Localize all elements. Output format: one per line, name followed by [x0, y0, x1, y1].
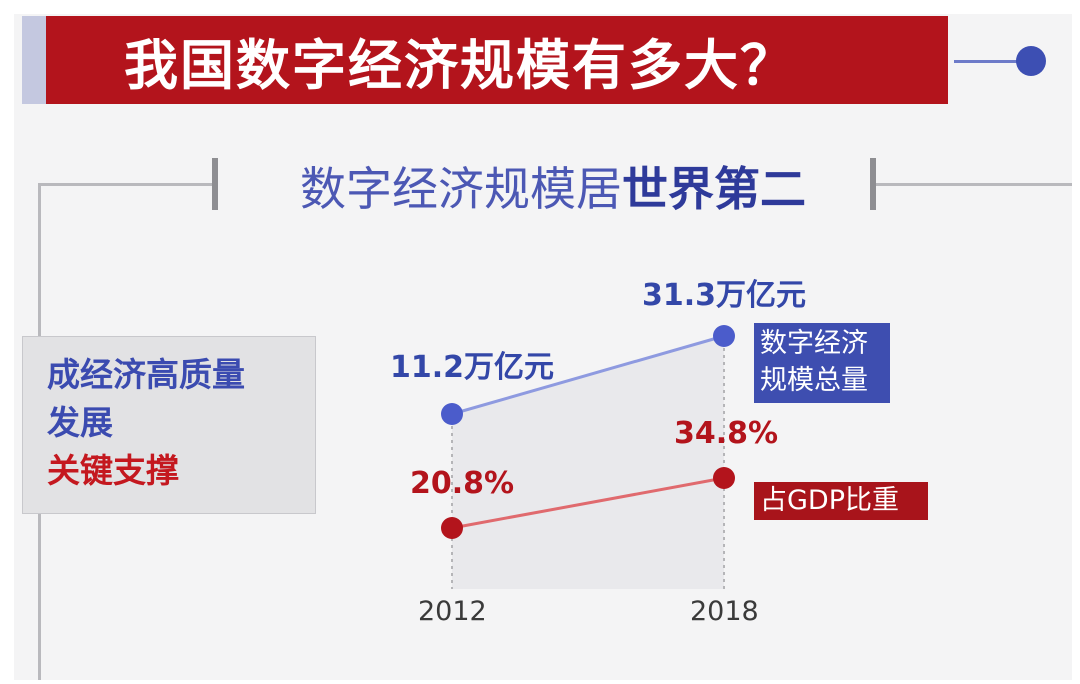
data-point-digital-economy-2012: [441, 403, 463, 425]
chart-band-area: [452, 336, 724, 589]
series-line-digital-economy: [451, 334, 725, 416]
data-label-digital-economy-2018: 31.3万亿元: [642, 278, 807, 313]
side-note-line-1: 成经济高质量: [47, 355, 245, 394]
legend-tag-digital-economy: 数字经济规模总量: [754, 323, 890, 403]
frame-line-top-left: [38, 183, 214, 186]
infographic-page: 我国数字经济规模有多大？ 数字经济规模居 世界第二 成经济高质量 发展 关键支撑 …: [14, 14, 1072, 680]
section-subtitle: 数字经济规模居 世界第二: [236, 154, 870, 218]
page-title: 我国数字经济规模有多大？: [46, 16, 948, 104]
side-note-line-2: 发展: [47, 403, 113, 442]
side-note-line-3: 关键支撑: [47, 451, 179, 490]
x-tick-label-2012: 2012: [418, 596, 487, 627]
series-line-gdp-share: [451, 476, 725, 530]
data-point-gdp-share-2018: [713, 467, 735, 489]
data-label-gdp-share-2018: 34.8%: [674, 416, 779, 451]
data-label-digital-economy-2012: 11.2万亿元: [390, 350, 555, 385]
data-point-digital-economy-2018: [713, 325, 735, 347]
subtitle-bracket-left: [212, 158, 218, 210]
x-tick-label-2018: 2018: [690, 596, 759, 627]
title-accent-bar: [22, 16, 46, 104]
legend-tag-gdp-share: 占GDP比重: [754, 482, 928, 520]
title-dot-icon: [1016, 46, 1046, 76]
line-chart: [441, 325, 735, 589]
data-point-gdp-share-2012: [441, 517, 463, 539]
data-label-gdp-share-2012: 20.8%: [410, 466, 515, 501]
title-connector-line: [954, 60, 1022, 63]
side-note-box: 成经济高质量 发展 关键支撑: [22, 336, 316, 514]
subtitle-bracket-right: [870, 158, 876, 210]
frame-line-top-right: [872, 183, 1072, 186]
subtitle-bold-text: 世界第二: [622, 162, 806, 216]
subtitle-normal-text: 数字经济规模居: [300, 162, 622, 216]
